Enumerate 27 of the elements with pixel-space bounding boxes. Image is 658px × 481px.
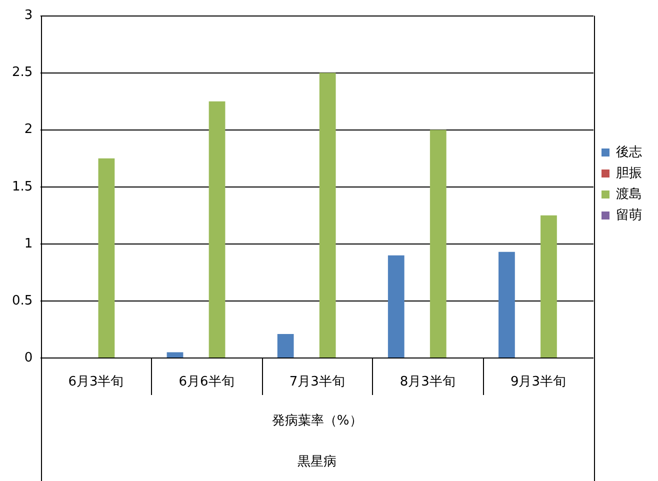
x-axis-title: 発病葉率（%） [272,412,362,428]
legend-label: 渡島 [616,186,642,202]
x-tick-label: 6月3半旬 [68,374,124,390]
y-tick-label: 0.5 [12,293,33,308]
legend-label: 留萌 [616,208,642,223]
bar [166,352,184,358]
y-tick-label: 0 [24,350,33,366]
bar [388,255,404,358]
bar [98,158,115,358]
x-tick-label: 6月6半旬 [178,374,234,390]
bar [540,215,557,358]
bar [498,252,515,358]
bar [208,101,226,358]
text: 黒星病 [298,454,337,470]
x-tick-label: 9月3半旬 [510,374,566,390]
legend-label: 胆振 [616,166,642,181]
x-tick-label: 7月3半旬 [289,374,345,390]
legend-label: 後志 [616,144,642,160]
y-tick-label: 1.5 [12,179,33,194]
bar [277,334,294,358]
x-tick-label: 8月3半旬 [400,374,456,390]
y-tick-label: 2.5 [12,65,33,80]
y-tick-label: 1 [24,236,33,252]
bar [430,130,446,358]
bar [319,72,336,358]
y-tick-label: 3 [24,8,33,24]
y-tick-label: 2 [24,122,33,138]
